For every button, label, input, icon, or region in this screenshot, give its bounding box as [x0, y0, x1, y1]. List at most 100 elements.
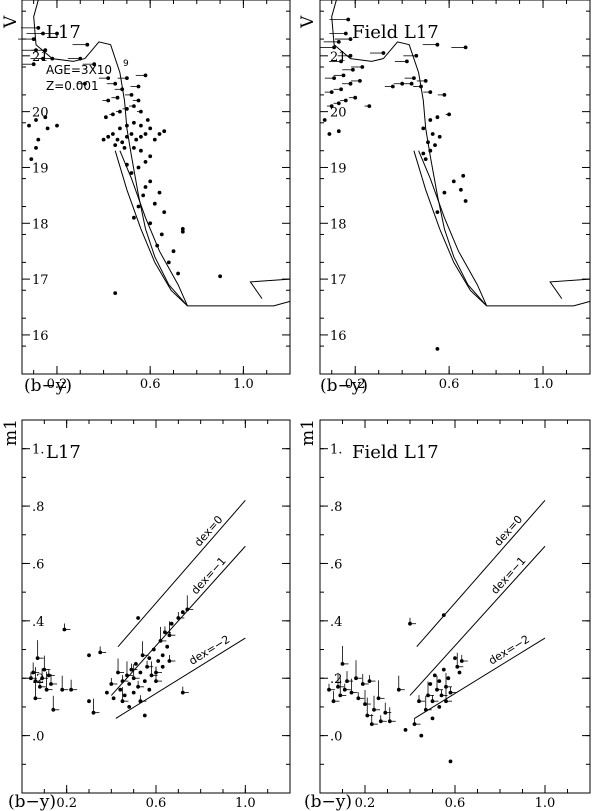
data-point	[104, 115, 108, 120]
isochrone	[331, 0, 591, 307]
data-point	[147, 656, 152, 660]
data-point	[46, 673, 51, 678]
data-point	[459, 659, 464, 663]
data-point	[134, 137, 139, 142]
data-point	[31, 37, 36, 41]
data-point	[428, 148, 433, 153]
data-point	[435, 210, 440, 215]
data-point	[167, 633, 172, 638]
data-point	[381, 51, 386, 55]
x-tick-label: 1.0	[233, 377, 254, 392]
y-tick-label: 16	[330, 329, 347, 344]
data-point	[125, 123, 129, 128]
data-point	[138, 699, 143, 704]
data-point	[369, 722, 374, 726]
data-point	[437, 134, 442, 139]
data-point	[360, 682, 365, 686]
data-point	[78, 56, 83, 61]
data-point	[131, 690, 136, 695]
data-point	[136, 616, 141, 620]
data-point	[390, 84, 395, 89]
data-point	[331, 699, 336, 704]
data-point	[336, 40, 341, 44]
data-points	[29, 595, 194, 718]
data-point	[356, 696, 361, 701]
data-point	[127, 705, 132, 709]
isochrone-hook	[249, 278, 291, 299]
data-point	[453, 656, 457, 660]
data-point	[448, 759, 453, 764]
data-point	[412, 722, 417, 726]
data-point	[414, 53, 419, 58]
data-point	[363, 702, 367, 706]
data-point	[143, 132, 148, 136]
y-tick-label: 21	[330, 50, 347, 65]
data-point	[98, 650, 103, 655]
data-point	[444, 699, 448, 704]
data-point	[142, 679, 147, 683]
data-point	[432, 673, 437, 678]
data-point	[180, 610, 185, 615]
data-point	[131, 676, 136, 681]
y-tick-label: .6	[330, 557, 342, 572]
data-point	[40, 676, 44, 681]
plot-frame	[319, 419, 591, 794]
data-point	[463, 45, 468, 50]
data-point	[218, 274, 223, 279]
data-point	[447, 112, 451, 117]
metallicity-line	[416, 500, 546, 647]
data-point	[122, 693, 127, 698]
x-tick-label: 0.6	[445, 796, 466, 811]
data-point	[43, 115, 48, 120]
y-tick-label: .2	[330, 672, 342, 687]
data-point	[139, 109, 143, 114]
data-point	[35, 656, 40, 660]
data-point	[348, 81, 353, 86]
data-point	[428, 90, 433, 94]
data-point	[62, 627, 67, 632]
data-point	[87, 653, 91, 658]
data-point	[106, 98, 111, 103]
data-point	[461, 173, 466, 178]
data-point	[446, 676, 451, 681]
data-point	[180, 229, 185, 234]
annotation-age-exponent: 9	[123, 59, 129, 69]
data-point	[134, 662, 138, 666]
data-point	[148, 154, 153, 159]
data-point	[148, 179, 153, 184]
data-point	[159, 232, 164, 237]
data-point	[338, 693, 343, 698]
data-point	[149, 673, 154, 678]
data-point	[327, 687, 331, 692]
panel-title: Field L17	[352, 442, 439, 463]
data-point	[451, 179, 456, 184]
panel-l17-m1: .0.2.4.6.81.0.2 0.6 1.0 dex=0dex=−1dex=−2 …	[1, 419, 291, 811]
data-point	[433, 143, 437, 148]
y-tick-label: 17	[330, 273, 347, 288]
data-point	[336, 129, 341, 134]
data-point	[111, 132, 115, 136]
data-point	[332, 76, 336, 80]
data-point	[353, 95, 358, 100]
data-point	[376, 696, 381, 701]
data-point	[336, 101, 341, 106]
y-tick-label: .0	[32, 730, 44, 745]
data-point	[122, 146, 127, 150]
data-point	[437, 679, 442, 683]
data-point	[367, 104, 372, 108]
data-point	[457, 670, 462, 675]
data-point	[139, 148, 143, 153]
x-tick-label: 0.2	[345, 377, 366, 392]
y-axis-label: m1	[298, 419, 318, 446]
data-point	[340, 662, 345, 666]
data-point	[165, 644, 170, 649]
data-point	[180, 690, 185, 695]
isochrone-hook	[549, 278, 591, 299]
y-tick-label: 16	[32, 329, 49, 344]
data-point	[332, 45, 336, 50]
axis-ticks: .0.2.4.6.81.0.2 0.6 1.0	[22, 419, 290, 811]
data-point	[339, 87, 343, 92]
data-point	[341, 73, 346, 78]
